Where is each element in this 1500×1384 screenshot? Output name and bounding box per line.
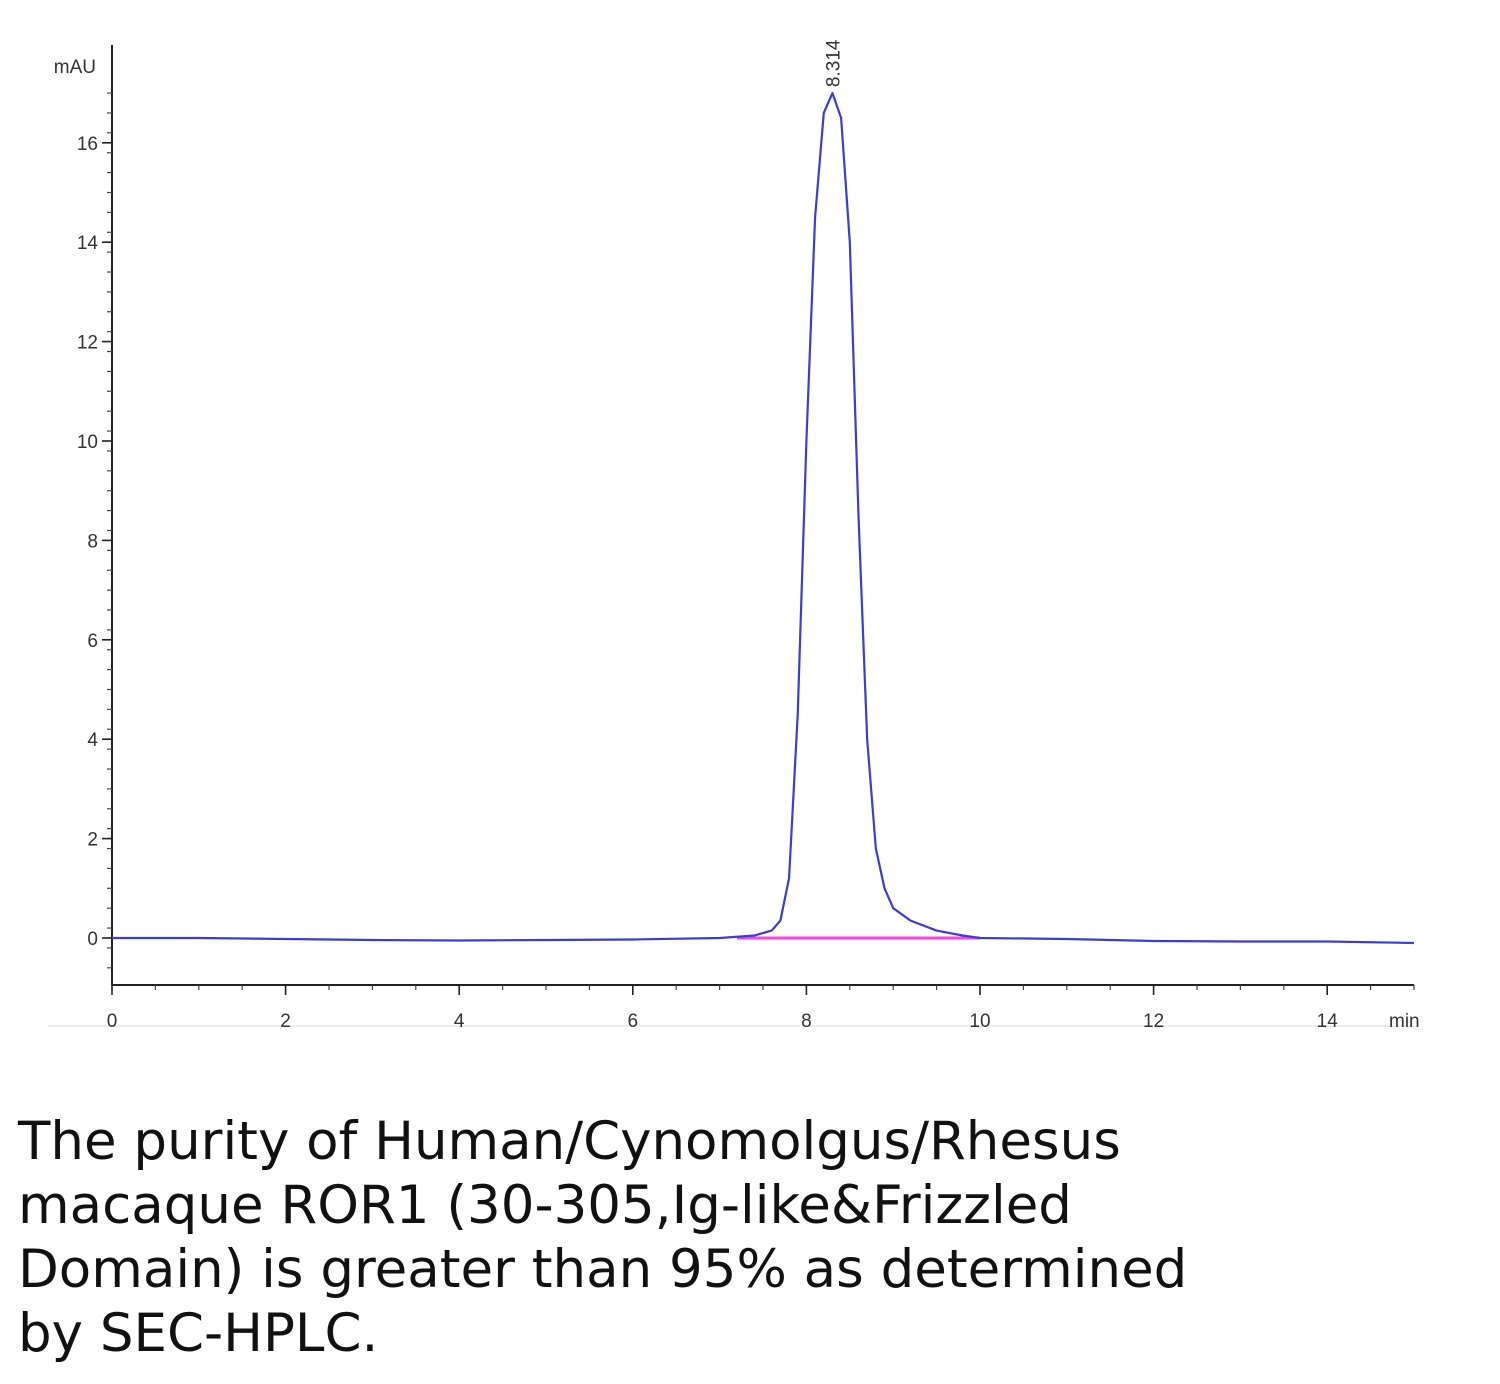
y-tick-label: 10 — [77, 432, 98, 453]
x-tick-label: 6 — [628, 1011, 639, 1032]
y-tick-label: 2 — [87, 830, 98, 851]
y-unit-label: mAU — [54, 57, 96, 78]
x-tick-label: 12 — [1143, 1011, 1164, 1032]
ticks: 0 2 4 6 8 10 12 14 16 mAU 0 2 4 6 8 10 12 14 min — [54, 57, 1420, 1032]
x-tick-label: 14 — [1317, 1011, 1339, 1032]
y-tick-label: 12 — [77, 333, 98, 354]
series — [111, 92, 1415, 945]
series-line-0 — [112, 92, 1415, 945]
y-tick-label: 14 — [77, 233, 99, 254]
x-unit-label: min — [1389, 1011, 1420, 1032]
x-tick-label: 4 — [454, 1011, 465, 1032]
x-tick-label: 8 — [801, 1011, 812, 1032]
x-tick-label: 10 — [969, 1011, 990, 1032]
peak-label: 8.314 — [824, 39, 845, 87]
figure-caption: The purity of Human/Cynomolgus/Rhesus ma… — [18, 1111, 1188, 1364]
y-tick-label: 6 — [87, 631, 98, 652]
y-tick-label: 4 — [87, 730, 98, 751]
x-tick-label: 2 — [280, 1011, 291, 1032]
x-tick-label: 0 — [107, 1011, 118, 1032]
y-tick-label: 8 — [87, 531, 98, 552]
y-tick-label: 16 — [77, 134, 98, 155]
chromatogram-chart: 0 2 4 6 8 10 12 14 16 mAU 0 2 4 6 8 10 12 14 min 8.314 — [48, 39, 1420, 1032]
annotations: 8.314 — [824, 39, 845, 87]
axes — [48, 45, 1414, 1027]
y-tick-label: 0 — [87, 929, 98, 950]
